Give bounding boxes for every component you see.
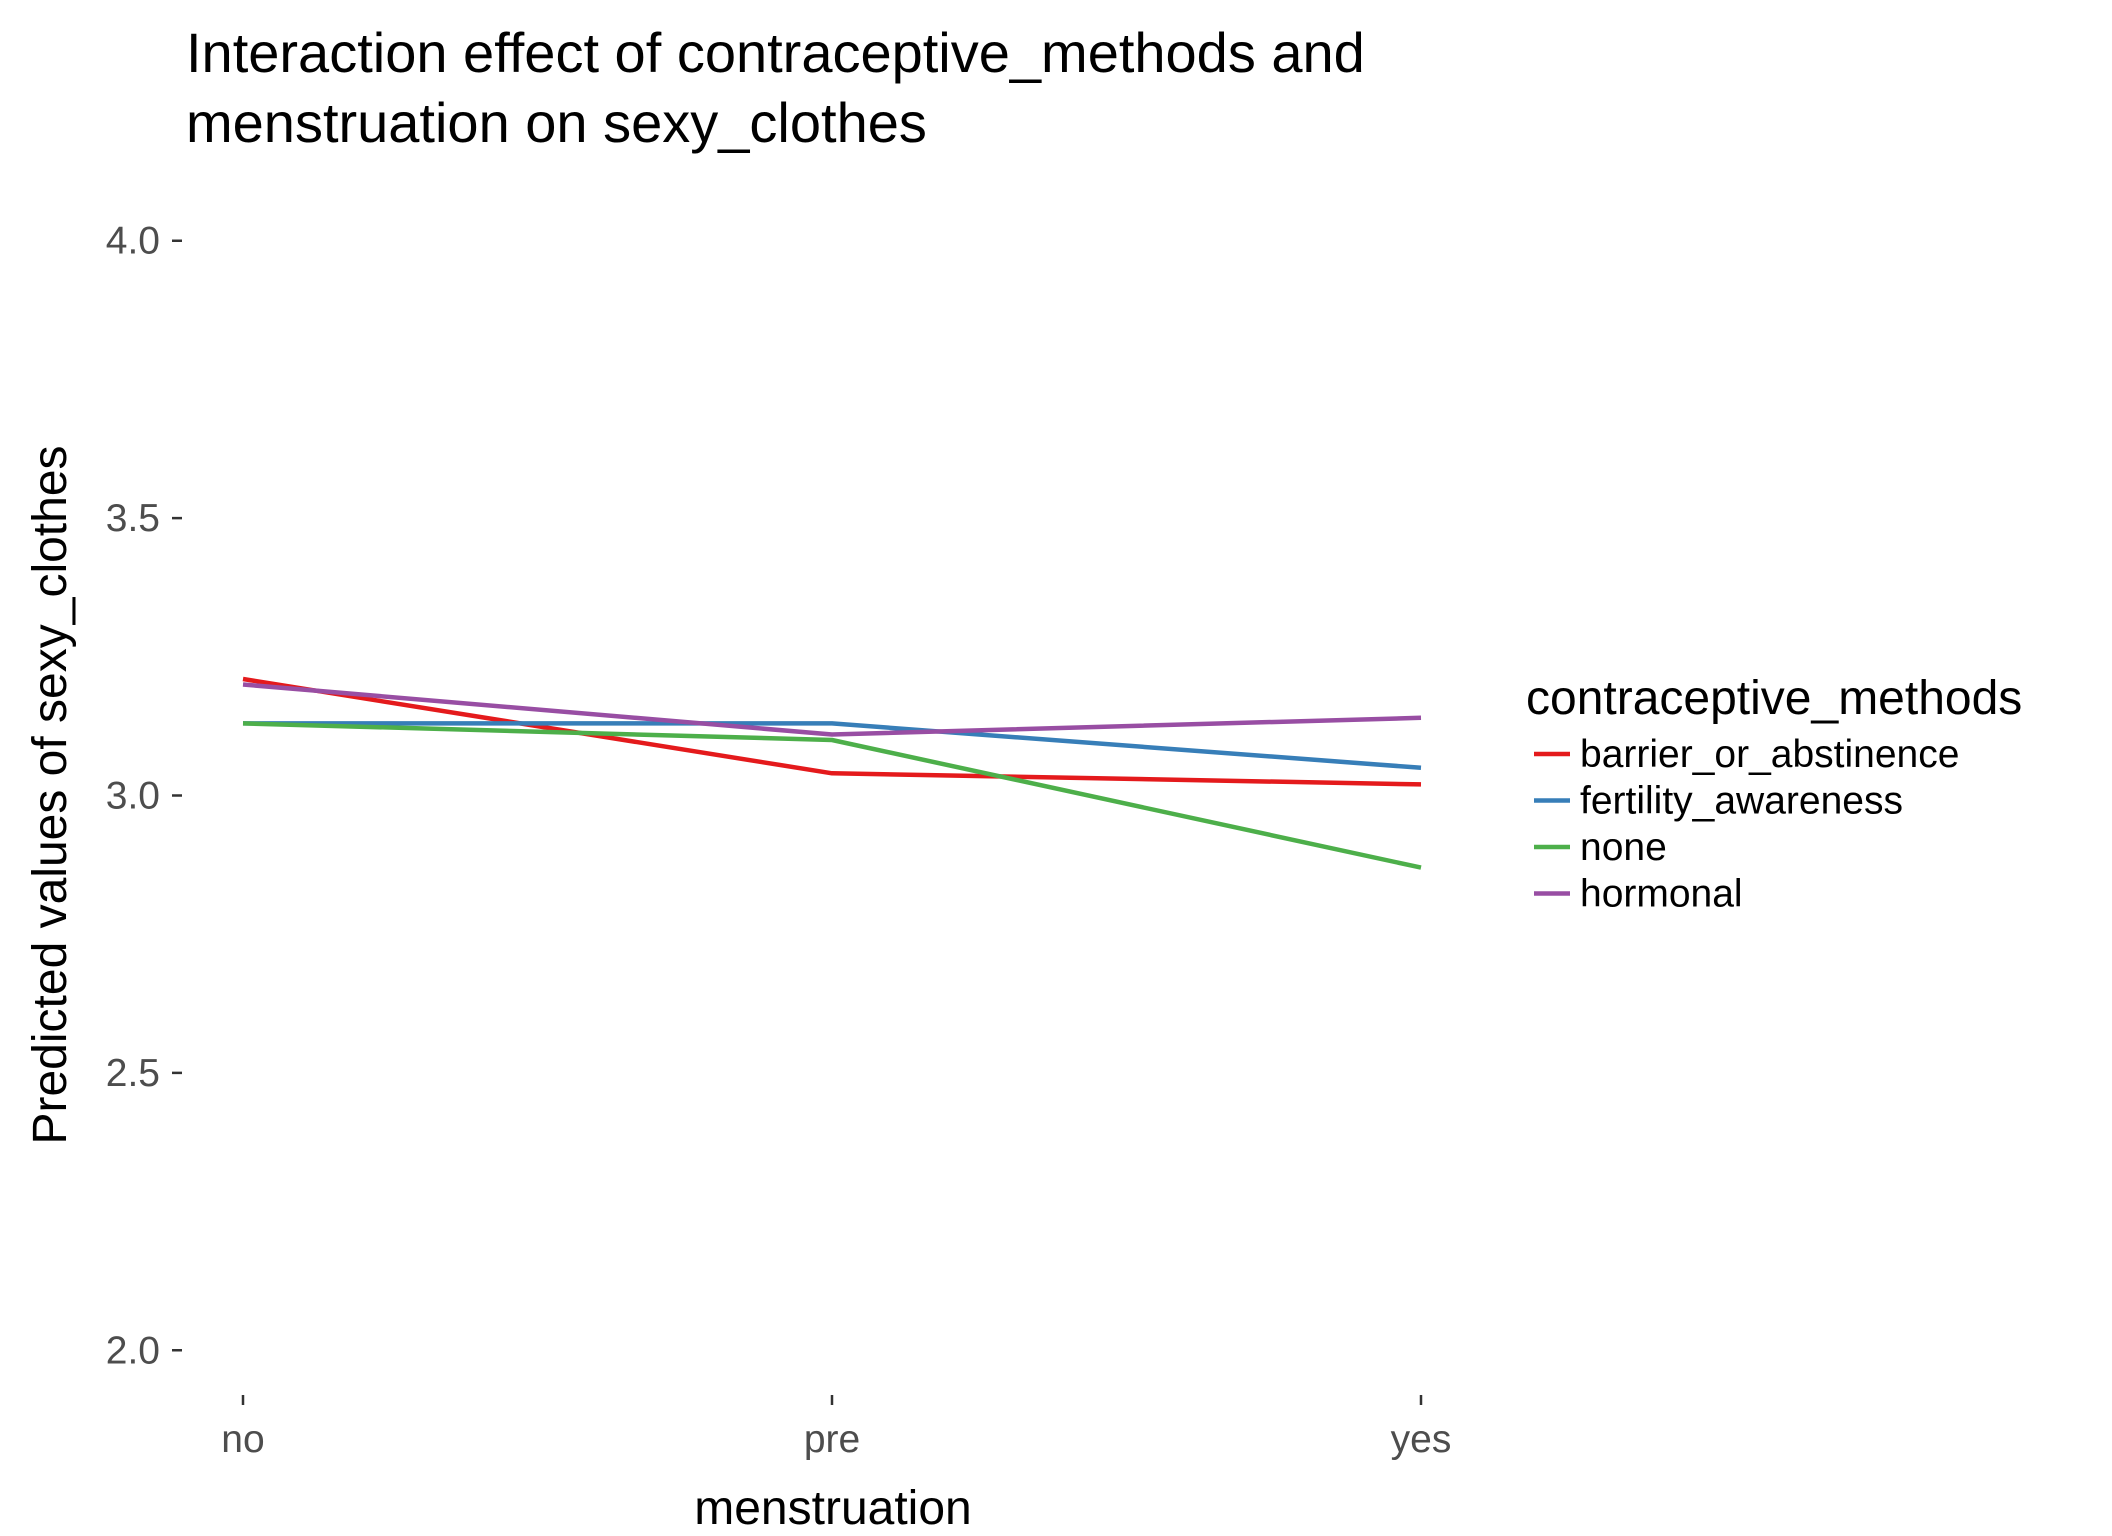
chart-title-line-1: Interaction effect of contraceptive_meth… (186, 21, 1365, 84)
series-line-hormonal (242, 682, 1422, 737)
x-tick-label: no (221, 1418, 264, 1461)
x-axis-title: menstruation (694, 1482, 971, 1535)
chart-title-line-2: menstruation on sexy_clothes (186, 91, 927, 154)
legend: contraceptive_methods barrier_or_abstine… (1526, 672, 2022, 916)
y-tick-label: 2.5 (106, 1052, 160, 1095)
y-tick-label: 3.0 (106, 775, 160, 818)
y-tick-label: 3.5 (106, 497, 160, 540)
legend-label-fertility-awareness: fertility_awareness (1580, 780, 1903, 823)
series-line-none (242, 721, 1422, 870)
series-line-barrier-or-abstinence (242, 676, 1422, 787)
x-axis: no pre yes (221, 1395, 1451, 1461)
series-line-fertility-awareness (243, 721, 1422, 771)
series-lines (242, 676, 1422, 870)
y-axis-title: Predicted values of sexy_clothes (24, 445, 77, 1144)
legend-label-barrier-or-abstinence: barrier_or_abstinence (1580, 733, 1959, 776)
y-axis: 2.0 2.5 3.0 3.5 4.0 (106, 220, 182, 1372)
y-tick-label: 2.0 (106, 1329, 160, 1372)
y-tick-label: 4.0 (106, 220, 160, 263)
legend-title: contraceptive_methods (1526, 672, 2022, 725)
x-tick-label: pre (804, 1418, 860, 1461)
legend-label-hormonal: hormonal (1580, 873, 1743, 916)
legend-label-none: none (1580, 826, 1667, 869)
x-tick-label: yes (1391, 1418, 1452, 1461)
